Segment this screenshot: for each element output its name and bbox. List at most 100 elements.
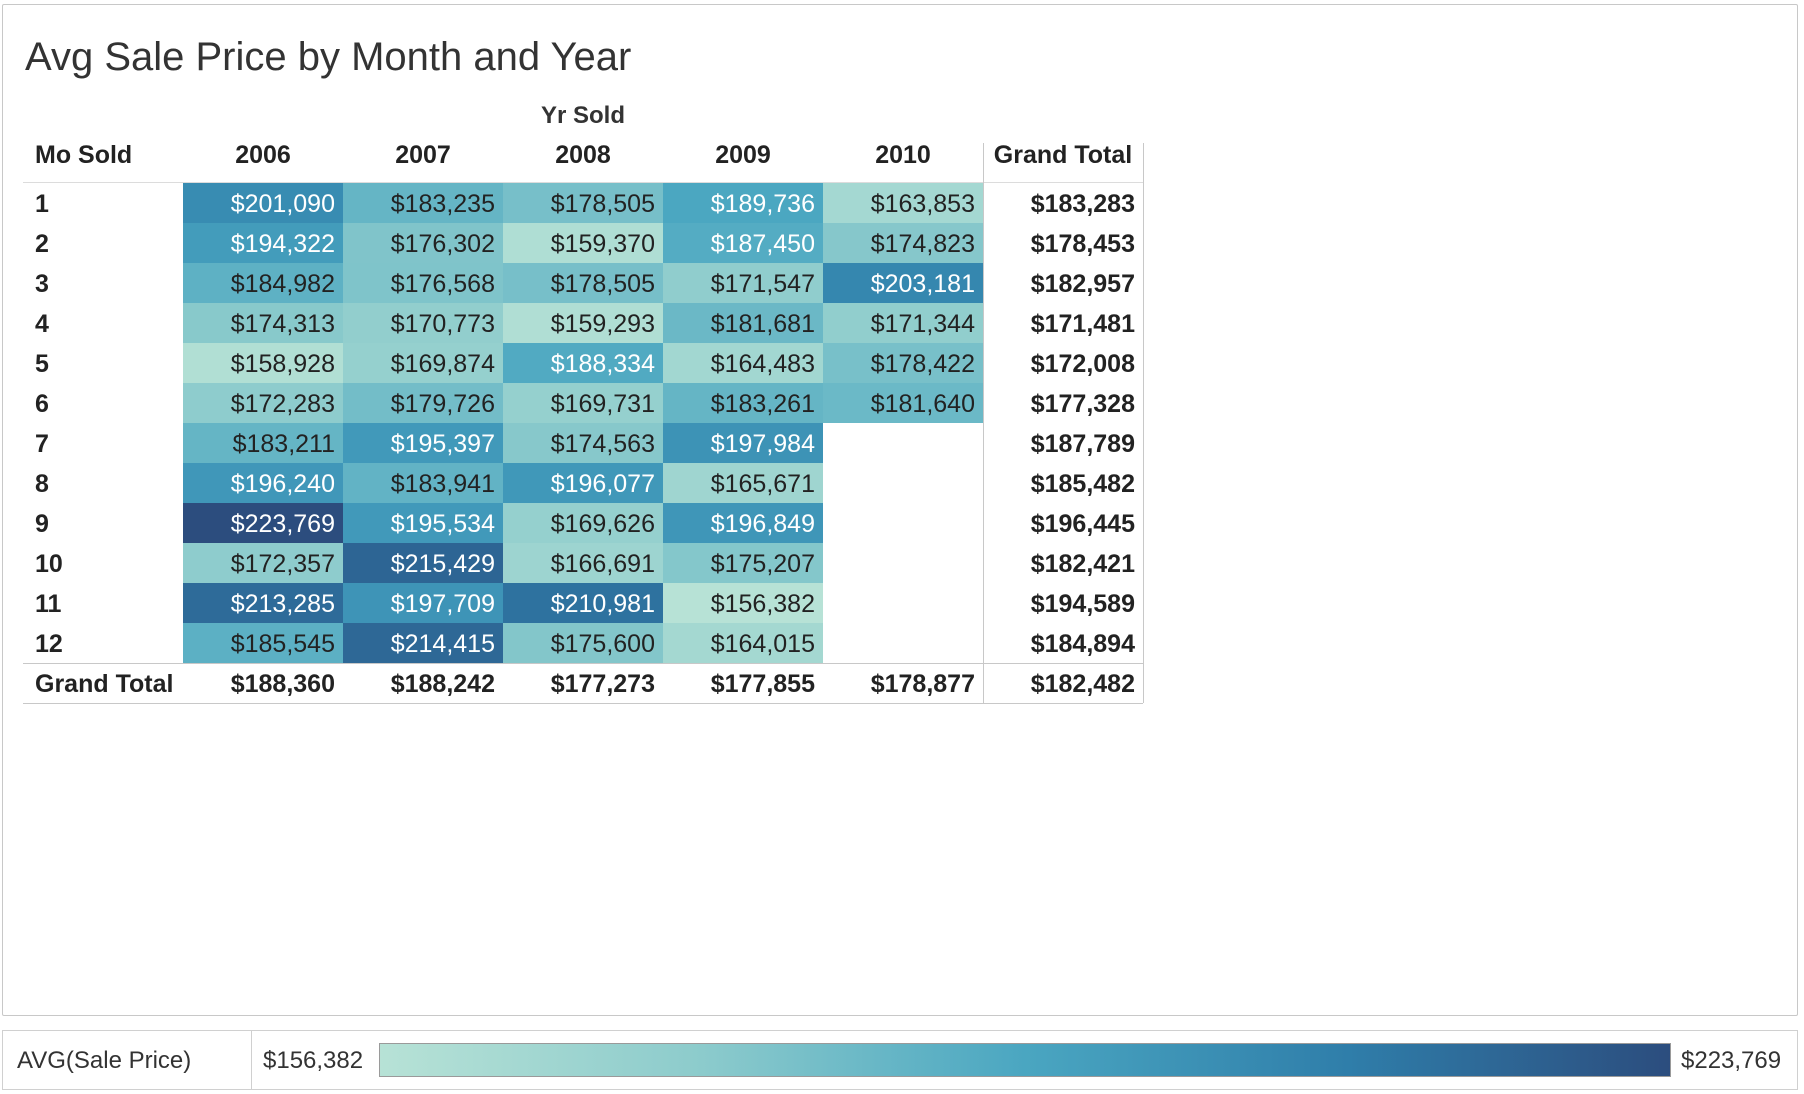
cell-value-label: $164,483 [711,350,815,378]
heat-cell [503,503,663,543]
heat-cell [183,223,343,263]
cell-value-label: $169,874 [391,350,495,378]
cell-value-label: $197,709 [391,590,495,618]
row-label-7: 7 [35,430,49,458]
row-total-label: $171,481 [1031,310,1135,338]
heat-cell [343,503,503,543]
heat-cell [503,623,663,663]
cell-value-label: $174,823 [871,230,975,258]
heat-cell [663,423,823,463]
heat-cell [823,223,983,263]
column-header-2008: 2008 [555,141,611,169]
cell-value-label: $214,415 [391,630,495,658]
heat-cell [503,303,663,343]
cell-value-label: $165,671 [711,470,815,498]
heat-cell [503,263,663,303]
heat-cell [663,583,823,623]
cell-value-label: $171,344 [871,310,975,338]
heat-cell [343,263,503,303]
cell-value-label: $201,090 [231,190,335,218]
column-header-2010: 2010 [875,141,931,169]
row-label-3: 3 [35,270,49,298]
heat-cell [663,183,823,223]
cell-value-label: $187,450 [711,230,815,258]
cell-value-label: $178,505 [551,190,655,218]
cell-value-label: $195,397 [391,430,495,458]
cell-value-label: $163,853 [871,190,975,218]
column-header-2007: 2007 [395,141,451,169]
cell-value-label: $181,640 [871,390,975,418]
heat-cell [183,503,343,543]
heat-cell [343,183,503,223]
column-total-label: $188,360 [231,670,335,698]
row-total-label: $172,008 [1031,350,1135,378]
heat-cell [503,223,663,263]
legend-max-label: $223,769 [1681,1047,1782,1074]
heat-cell [663,223,823,263]
cell-value-label: $175,207 [711,550,815,578]
cell-value-label: $174,563 [551,430,655,458]
cell-value-label: $183,235 [391,190,495,218]
cell-value-label: $215,429 [391,550,495,578]
cell-value-label: $169,731 [551,390,655,418]
heat-cell [663,543,823,583]
cell-value-label: $176,302 [391,230,495,258]
row-label-1: 1 [35,190,49,218]
column-header-2009: 2009 [715,141,771,169]
heat-cell [503,183,663,223]
column-total-label: $188,242 [391,670,495,698]
legend-gradient[interactable] [379,1043,1671,1077]
cell-value-label: $189,736 [711,190,815,218]
cell-value-label: $203,181 [871,270,975,298]
heat-cell [663,623,823,663]
heat-cell [343,423,503,463]
cell-value-label: $174,313 [231,310,335,338]
overall-total-label: $182,482 [1031,670,1135,698]
heat-cell [823,263,983,303]
row-total-label: $196,445 [1031,510,1135,538]
cell-value-label: $184,982 [231,270,335,298]
cell-value-label: $178,422 [871,350,975,378]
heat-cell [343,463,503,503]
row-label-11: 11 [35,590,62,618]
row-total-label: $187,789 [1031,430,1135,458]
heat-cell [343,543,503,583]
heat-cell [183,583,343,623]
heat-cell [183,183,343,223]
heat-cell [343,303,503,343]
cell-value-label: $197,984 [711,430,815,458]
cell-value-label: $179,726 [391,390,495,418]
column-total-label: $178,877 [871,670,975,698]
row-total-label: $178,453 [1031,230,1135,258]
row-label-9: 9 [35,510,49,538]
cell-value-label: $223,769 [231,510,335,538]
cell-value-label: $172,357 [231,550,335,578]
cell-value-label: $166,691 [551,550,655,578]
cell-value-label: $196,077 [551,470,655,498]
row-total-label: $185,482 [1031,470,1135,498]
cell-value-label: $169,626 [551,510,655,538]
grand-total-row-label: Grand Total [35,670,173,698]
cell-value-label: $159,293 [551,310,655,338]
heat-cell [343,383,503,423]
heat-cell [503,383,663,423]
cell-value-label: $183,941 [391,470,495,498]
row-dimension-header: Mo Sold [35,141,132,169]
cell-value-label: $176,568 [391,270,495,298]
heat-cell [183,263,343,303]
heat-cell [663,503,823,543]
heat-cell [503,543,663,583]
heat-cell [663,343,823,383]
heat-cell [663,303,823,343]
heat-cell [343,343,503,383]
heat-cell [183,383,343,423]
cell-value-label: $183,211 [233,430,335,458]
row-total-label: $182,421 [1031,550,1135,578]
cell-value-label: $171,547 [711,270,815,298]
heat-cell [343,223,503,263]
row-total-label: $184,894 [1031,630,1135,658]
cell-value-label: $185,545 [231,630,335,658]
cell-value-label: $178,505 [551,270,655,298]
row-total-label: $183,283 [1031,190,1135,218]
row-label-4: 4 [35,310,49,338]
